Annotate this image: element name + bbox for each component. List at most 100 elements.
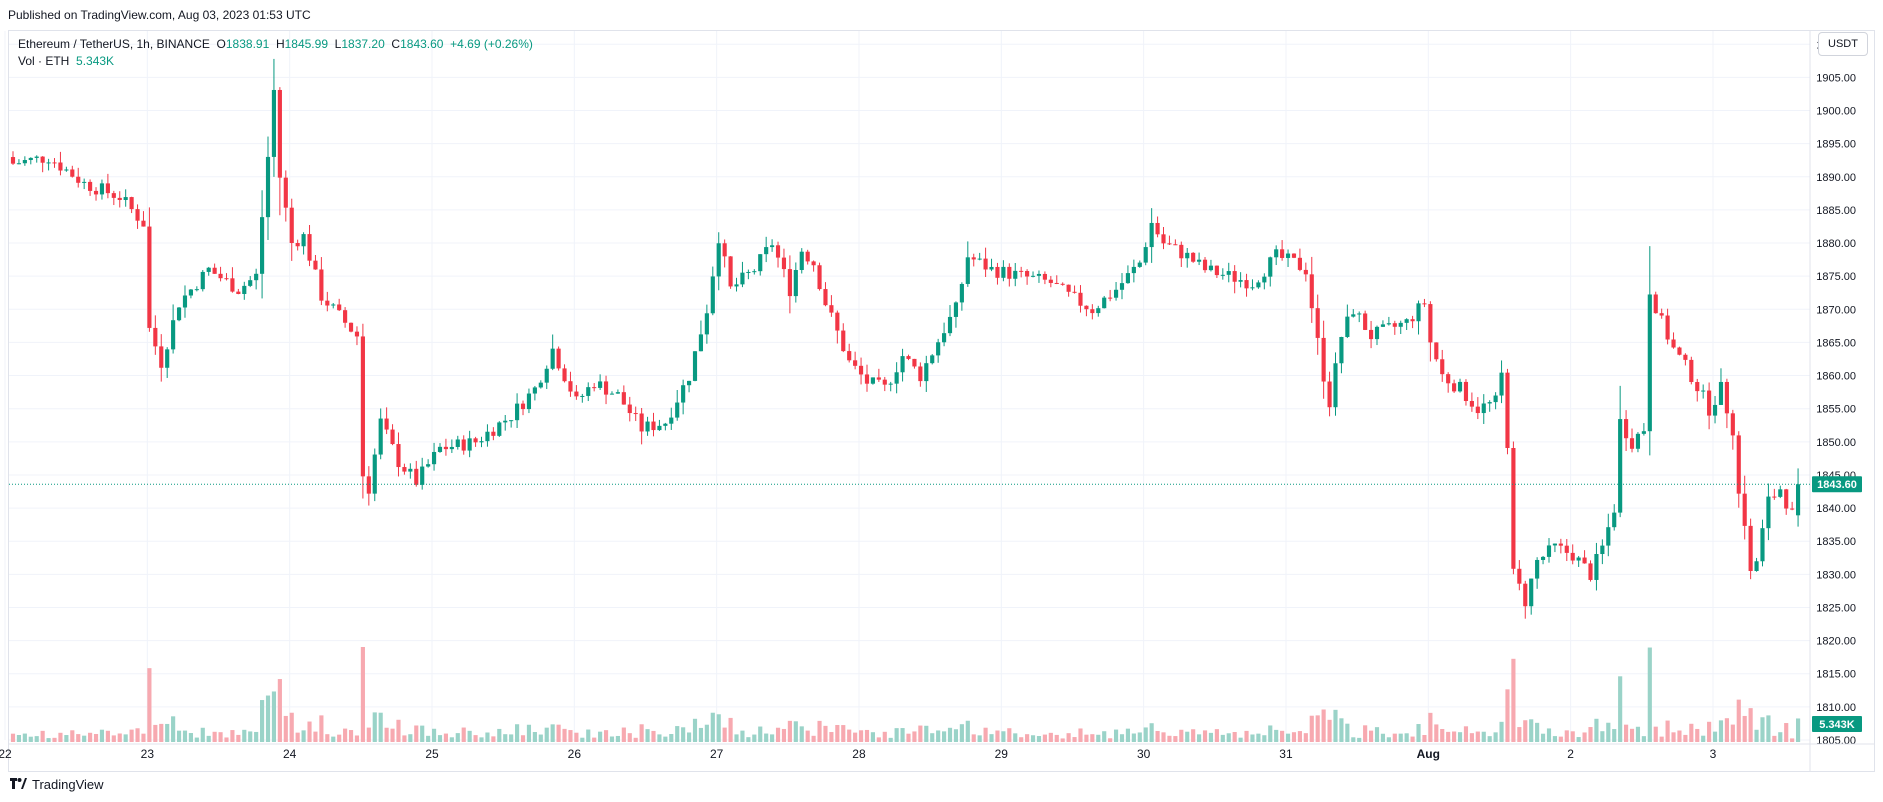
- candle-body: [681, 385, 686, 403]
- volume-bar: [959, 724, 964, 742]
- volume-bar: [105, 730, 110, 742]
- candle-body: [942, 333, 947, 343]
- volume-bar: [22, 733, 27, 742]
- volume-bar: [1167, 735, 1172, 742]
- volume-bar: [1469, 733, 1474, 742]
- candle-body: [710, 276, 715, 314]
- candle-body: [639, 413, 644, 432]
- volume-bar: [835, 724, 840, 742]
- brand-name: TradingView: [32, 776, 104, 792]
- candle-body: [1416, 303, 1421, 322]
- candle-body: [153, 327, 158, 347]
- candle-body: [503, 420, 508, 423]
- candle-body: [1564, 545, 1569, 553]
- candle-body: [384, 418, 389, 430]
- candle-body: [835, 312, 840, 331]
- volume-bar: [236, 734, 241, 742]
- candle-body: [1131, 266, 1136, 274]
- brand-footer[interactable]: TradingView: [10, 776, 104, 792]
- candle-body: [277, 89, 282, 178]
- volume-bar: [1493, 732, 1498, 742]
- candle-body: [1137, 262, 1142, 267]
- volume-bar: [793, 721, 798, 742]
- candle-body: [1457, 381, 1463, 392]
- candle-body: [1523, 583, 1528, 607]
- candle-body: [1333, 363, 1338, 408]
- volume-bar: [1790, 738, 1795, 742]
- candle-body: [1588, 563, 1593, 580]
- candle-body: [135, 209, 140, 221]
- volume-bar: [16, 734, 22, 742]
- tradingview-logo-icon: [10, 776, 27, 792]
- candle-body: [515, 403, 520, 421]
- candle-body: [1066, 284, 1071, 292]
- volume-bar: [1179, 729, 1184, 742]
- volume-bar: [1096, 734, 1101, 742]
- volume-bar: [1446, 731, 1451, 742]
- candle-body: [449, 446, 454, 450]
- candle-body: [93, 190, 99, 195]
- candle-body: [758, 254, 763, 272]
- volume-bar: [1748, 708, 1753, 742]
- volume-bar: [1019, 737, 1024, 742]
- volume-bar: [1511, 658, 1516, 742]
- candle-body: [171, 320, 176, 350]
- candle-body: [200, 271, 205, 290]
- candle-body: [22, 160, 27, 164]
- volume-bar: [1392, 733, 1397, 742]
- x-tick-label: 30: [1137, 747, 1151, 761]
- candle-body: [1208, 265, 1214, 271]
- candle-body: [876, 377, 881, 380]
- volume-bar: [817, 720, 822, 742]
- candle-body: [1689, 359, 1694, 383]
- volume-bar: [1558, 736, 1563, 742]
- candle-body: [580, 395, 585, 397]
- y-tick-label: 1885.00: [1816, 205, 1856, 217]
- volume-bar: [159, 723, 164, 742]
- candle-body: [888, 383, 893, 385]
- candle-body: [1327, 381, 1332, 408]
- candle-body: [657, 425, 662, 431]
- volume-value: 5.343K: [76, 54, 115, 68]
- candle-body: [1422, 303, 1427, 305]
- volume-bar: [390, 728, 395, 742]
- candle-body: [1173, 244, 1178, 246]
- volume-bar: [1268, 725, 1273, 742]
- symbol-title[interactable]: Ethereum / TetherUS, 1h, BINANCE: [18, 37, 210, 51]
- volume-bar: [1612, 729, 1617, 742]
- candle-body: [1535, 559, 1540, 579]
- candle-body: [1291, 253, 1297, 258]
- volume-label[interactable]: Vol · ETH: [18, 54, 70, 68]
- volume-bar: [1671, 732, 1676, 742]
- candle-body: [882, 379, 887, 385]
- candle-body: [793, 269, 798, 297]
- candle-body: [431, 451, 437, 465]
- candle-body: [230, 278, 235, 292]
- candle-body: [1707, 390, 1712, 416]
- currency-button[interactable]: USDT: [1818, 32, 1868, 56]
- volume-bar: [1191, 729, 1196, 742]
- candle-body: [1452, 383, 1457, 392]
- volume-bar: [669, 734, 674, 742]
- candle-body: [218, 273, 223, 279]
- volume-bar: [509, 734, 514, 742]
- candle-body: [1250, 287, 1255, 289]
- candle-body: [959, 283, 964, 303]
- candle-body: [1054, 282, 1059, 284]
- candle-body: [1576, 557, 1581, 561]
- candle-body: [58, 162, 63, 171]
- candle-body: [1612, 512, 1617, 528]
- volume-bar: [906, 733, 911, 742]
- high-label: H: [275, 37, 285, 51]
- last-price-tag: [1812, 476, 1862, 493]
- y-tick-label: 1890.00: [1816, 172, 1856, 184]
- candle-body: [1078, 292, 1083, 306]
- candle-body: [1659, 313, 1664, 316]
- candle-body: [989, 266, 994, 270]
- volume-bar: [1013, 733, 1018, 742]
- x-tick-label: 29: [995, 747, 1009, 761]
- volume-bar: [76, 734, 81, 742]
- volume-bar: [894, 728, 899, 742]
- change-value: +4.69 (+0.26%): [450, 37, 533, 51]
